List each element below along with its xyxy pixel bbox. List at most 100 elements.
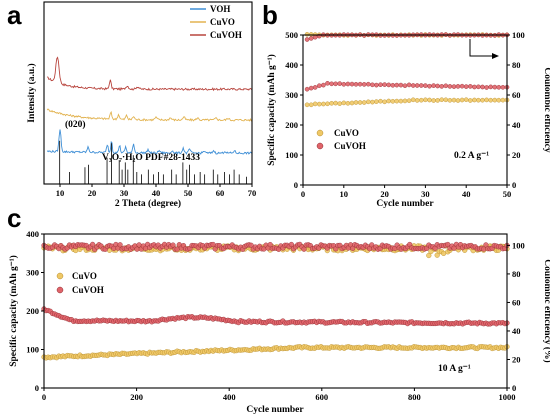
efficiency-point-cuvoh xyxy=(117,242,123,248)
legend-label-cuvo: CuVO xyxy=(72,271,97,281)
y2-tick-label: 20 xyxy=(512,354,521,364)
panel-b-letter: b xyxy=(262,0,278,30)
legend-label-cuvoh: CuVOH xyxy=(210,30,242,40)
capacity-point-cuvoh xyxy=(398,82,404,88)
capacity-point-cuvoh xyxy=(308,85,314,91)
capacity-point-cuvo xyxy=(472,97,477,103)
efficiency-point-cuvoh xyxy=(312,34,318,40)
x-tick-label: 200 xyxy=(130,392,143,402)
panel-c-plot-area xyxy=(41,241,510,361)
y-tick-label: 200 xyxy=(285,120,298,130)
x-tick-label: 60 xyxy=(216,188,225,198)
capacity-point-cuvoh xyxy=(414,83,420,88)
capacity-point-cuvo xyxy=(447,98,453,103)
y2-tick-label: 40 xyxy=(512,120,521,130)
efficiency-point-cuvo xyxy=(426,252,432,259)
panel-c-letter: c xyxy=(7,203,21,233)
panel-b-capacity-chart: b 0 10 20 30 40 50010020030040050002040608010… xyxy=(262,0,550,209)
x-tick-label: 50 xyxy=(184,188,193,198)
capacity-point-cuvoh xyxy=(337,81,343,86)
capacity-point-cuvo xyxy=(390,99,396,104)
legend-marker-cuvoh xyxy=(316,142,324,150)
capacity-point-cuvoh xyxy=(390,83,396,88)
capacity-point-cuvoh xyxy=(447,84,453,89)
current-density-label: 10 A g⁻¹ xyxy=(438,364,471,374)
capacity-point-cuvoh xyxy=(480,84,485,90)
capacity-point-cuvo xyxy=(443,97,449,103)
x-tick-label: 400 xyxy=(223,392,236,402)
capacity-point-cuvoh xyxy=(455,84,461,89)
panel-b-plot-area xyxy=(304,32,510,108)
capacity-point-cuvo xyxy=(480,97,485,103)
efficiency-point-cuvo xyxy=(304,32,310,37)
y2-tick-label: 20 xyxy=(512,150,521,160)
y2-tick-label: 0 xyxy=(512,180,516,190)
capacity-point-cuvoh xyxy=(325,81,330,86)
x-tick-label: 600 xyxy=(315,392,328,402)
capacity-point-cuvoh xyxy=(312,85,318,90)
capacity-point-cuvoh xyxy=(500,85,506,90)
capacity-point-cuvoh xyxy=(443,83,449,89)
panel-a-letter: a xyxy=(7,0,22,30)
capacity-point-cuvo xyxy=(337,101,343,106)
efficiency-point-cuvoh xyxy=(301,246,307,252)
efficiency-point-cuvoh xyxy=(134,246,140,252)
capacity-point-cuvoh xyxy=(496,85,502,90)
capacity-point-cuvo xyxy=(386,98,392,104)
capacity-point-cuvoh xyxy=(427,83,432,89)
capacity-point-cuvoh xyxy=(333,81,338,87)
capacity-point-cuvoh xyxy=(492,84,498,90)
panel-a-xrd-chart: a 10 20 30 40 50 60 70 2 Theta (degree) Intens… xyxy=(7,0,256,209)
x-tick-label: 30 xyxy=(421,189,430,199)
capacity-point-cuvoh xyxy=(418,83,424,88)
legend-marker-cuvo xyxy=(316,129,324,137)
capacity-point-cuvo xyxy=(488,97,494,103)
x-tick-label: 0 xyxy=(42,392,46,402)
panel-c-legend: CuVO CuVOH xyxy=(56,271,104,295)
capacity-point-cuvo xyxy=(304,102,310,108)
capacity-point-cuvo xyxy=(439,97,445,102)
capacity-point-cuvo xyxy=(410,97,416,103)
y2-tick-label: 100 xyxy=(512,240,525,250)
efficiency-point-cuvoh xyxy=(170,242,176,248)
capacity-point-cuvo xyxy=(374,99,379,104)
y-tick-label: 0 xyxy=(35,383,39,393)
panel-b-efficiency-arrow xyxy=(469,39,499,59)
y-tick-label: 200 xyxy=(26,306,39,316)
capacity-point-cuvoh xyxy=(316,83,322,88)
capacity-point-cuvoh xyxy=(459,83,465,89)
y2-tick-label: 100 xyxy=(512,30,525,40)
y2-tick-label: 0 xyxy=(512,383,516,393)
capacity-point-cuvo xyxy=(455,98,461,103)
y2-tick-label: 40 xyxy=(512,326,521,336)
capacity-point-cuvoh xyxy=(476,84,481,90)
panel-a-x-axis-title: 2 Theta (degree) xyxy=(115,198,181,209)
capacity-point-cuvo xyxy=(459,97,465,103)
capacity-point-cuvo xyxy=(316,101,322,107)
capacity-point-cuvoh xyxy=(349,81,355,87)
capacity-point-cuvoh xyxy=(484,85,489,90)
capacity-point-cuvo xyxy=(484,97,489,103)
panel-c-longcycle-chart: c 0 200 400 600 800 1000010020030040002040608… xyxy=(7,203,550,415)
capacity-point-cuvo xyxy=(321,101,326,107)
y-tick-label: 400 xyxy=(285,60,298,70)
x-tick-label: 10 xyxy=(56,188,65,198)
y2-tick-label: 60 xyxy=(512,297,521,307)
xrd-series-cuvo xyxy=(46,108,253,122)
x-tick-label: 40 xyxy=(462,189,471,199)
y-tick-label: 400 xyxy=(26,229,39,239)
y-tick-label: 300 xyxy=(26,268,39,278)
capacity-point-cuvoh xyxy=(365,81,371,87)
capacity-point-cuvoh xyxy=(402,83,408,88)
capacity-point-cuvo xyxy=(378,98,383,104)
capacity-point-cuvo xyxy=(382,99,387,105)
capacity-point-cuvoh xyxy=(341,82,347,87)
capacity-point-cuvoh xyxy=(304,86,310,92)
capacity-point-cuvo xyxy=(431,98,436,103)
capacity-point-cuvo xyxy=(398,98,404,104)
capacity-point-cuvoh xyxy=(488,84,494,90)
capacity-point-cuvoh xyxy=(321,82,326,88)
capacity-point-cuvo xyxy=(308,102,314,108)
legend-label-cuvo: CuVO xyxy=(210,17,235,27)
